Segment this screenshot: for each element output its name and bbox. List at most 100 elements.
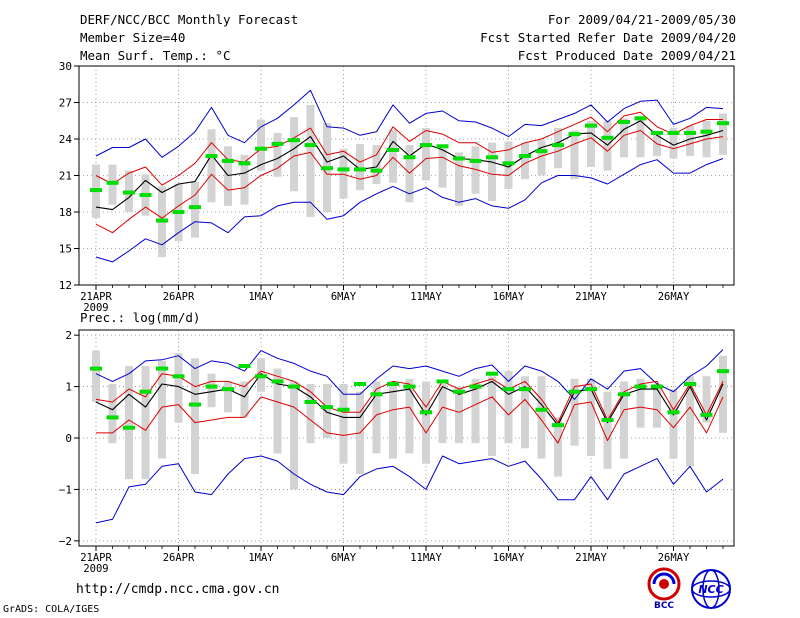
source-url: http://cmdp.ncc.cma.gov.cn xyxy=(76,582,280,597)
spread-box xyxy=(455,152,463,206)
median-marker xyxy=(651,384,663,389)
median-marker xyxy=(502,161,515,166)
spread-box xyxy=(405,145,414,203)
y-tick-label: −2 xyxy=(59,535,72,548)
x-tick-label: 16MAY xyxy=(493,552,525,564)
temperature-panel: 12 15 18 21 24 27 30 21APR 26APR 1MAY 6MAY 11MAY 16M… xyxy=(59,60,735,314)
median-marker xyxy=(304,143,317,148)
median-marker xyxy=(304,400,317,404)
spread-box xyxy=(521,376,529,449)
y-tick-label: 2 xyxy=(65,329,72,342)
spread-box xyxy=(504,371,513,444)
median-marker xyxy=(535,407,548,412)
median-marker xyxy=(420,410,432,415)
spread-box xyxy=(273,132,282,177)
spread-box xyxy=(587,120,595,167)
median-marker xyxy=(189,402,201,407)
spread-box xyxy=(554,128,562,169)
median-marker xyxy=(370,392,383,397)
spread-box xyxy=(125,366,133,480)
spread-box xyxy=(669,128,678,159)
y-tick-label: 12 xyxy=(59,279,72,292)
median-marker xyxy=(486,155,498,160)
spread-box xyxy=(686,376,694,467)
spread-box xyxy=(158,360,166,459)
forecast-produced-date: Fcst Produced Date 2009/04/21 xyxy=(517,48,736,63)
spread-box xyxy=(471,378,480,444)
spread-box xyxy=(719,355,727,433)
x-year-label: 2009 xyxy=(83,563,108,575)
median-marker xyxy=(139,192,152,197)
x-tick-label: 26MAY xyxy=(658,552,690,564)
spread-box xyxy=(488,376,496,456)
median-marker xyxy=(717,369,729,374)
median-marker xyxy=(684,382,696,386)
median-marker xyxy=(354,167,366,172)
mean-line xyxy=(95,373,724,426)
spread-box xyxy=(438,148,447,188)
x-tick-label: 11MAY xyxy=(410,291,442,303)
spread-box xyxy=(603,391,612,469)
y-tick-label: 21 xyxy=(59,170,72,183)
spread-box xyxy=(570,378,579,446)
spread-box xyxy=(92,350,100,402)
max-line xyxy=(95,349,724,400)
median-marker xyxy=(271,379,284,384)
median-marker xyxy=(552,143,564,148)
spread-box xyxy=(686,125,694,157)
forecast-period: For 2009/04/21-2009/05/30 xyxy=(547,12,736,27)
median-marker xyxy=(601,135,614,140)
median-marker xyxy=(469,384,482,389)
median-marker xyxy=(156,218,168,223)
median-marker xyxy=(288,138,300,143)
spread-box xyxy=(224,381,232,413)
spread-box xyxy=(405,378,414,454)
spread-box xyxy=(422,381,430,464)
spread-box xyxy=(620,381,628,459)
min-line xyxy=(95,455,724,524)
x-tick-label: 26MAY xyxy=(658,291,690,303)
median-marker xyxy=(568,389,581,394)
median-marker xyxy=(684,130,696,135)
y-tick-label: 27 xyxy=(59,97,72,110)
spread-box xyxy=(290,117,298,192)
spread-box xyxy=(141,366,150,480)
median-marker xyxy=(370,168,383,173)
x-tick-label: 21APR xyxy=(80,291,112,303)
spread-box xyxy=(669,389,678,459)
median-marker xyxy=(568,132,581,137)
median-marker xyxy=(618,119,630,124)
svg-text:NCC: NCC xyxy=(698,583,723,596)
median-marker xyxy=(700,129,713,134)
bcc-logo: BCC xyxy=(647,567,681,611)
spread-box xyxy=(521,142,529,180)
median-marker xyxy=(222,158,234,163)
x-tick-label: 16MAY xyxy=(493,291,525,303)
median-marker xyxy=(354,382,366,386)
median-marker xyxy=(535,149,548,154)
median-marker xyxy=(634,116,647,121)
median-marker xyxy=(634,384,647,389)
spread-box xyxy=(603,120,612,171)
spread-box xyxy=(570,130,579,180)
spread-box xyxy=(207,129,216,203)
median-marker xyxy=(436,379,449,384)
lower-line xyxy=(95,130,724,234)
median-marker xyxy=(337,407,350,412)
spread-box xyxy=(653,384,661,428)
lower-line xyxy=(96,396,724,444)
median-marker xyxy=(205,384,218,389)
x-tick-label: 21APR xyxy=(80,552,112,564)
x-tick-label: 6MAY xyxy=(331,291,357,303)
x-tick-label: 26APR xyxy=(163,291,195,303)
median-marker xyxy=(667,130,680,135)
spread-box xyxy=(339,148,348,199)
median-marker xyxy=(502,387,515,392)
median-marker xyxy=(519,387,531,392)
y-tick-label: 15 xyxy=(59,243,72,256)
median-marker xyxy=(700,412,713,417)
member-size: Member Size=40 xyxy=(80,30,186,45)
spread-box xyxy=(306,384,315,444)
spread-box xyxy=(191,358,199,474)
median-marker xyxy=(321,405,333,410)
